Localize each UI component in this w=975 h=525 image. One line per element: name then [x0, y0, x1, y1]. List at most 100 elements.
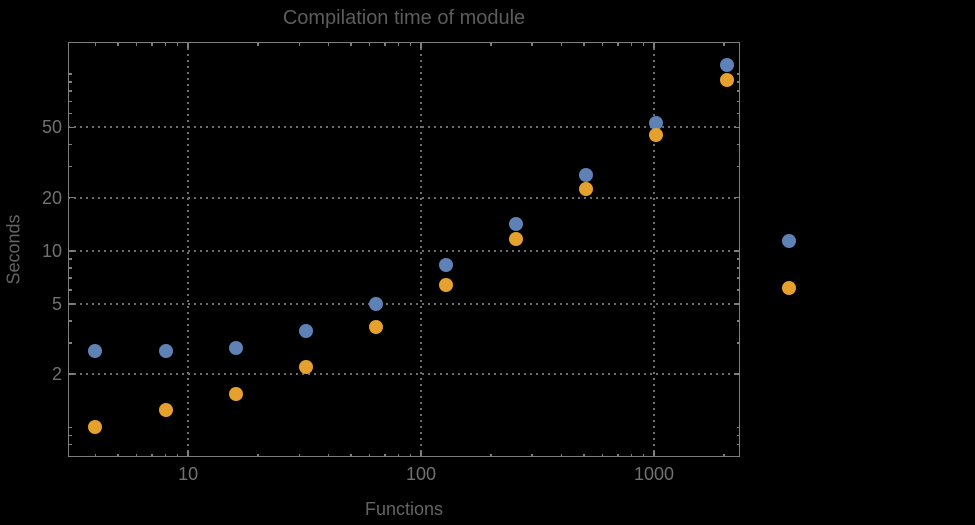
gridline-x-1000 — [652, 42, 655, 457]
x-tick-top — [187, 42, 189, 48]
y-tick-left — [68, 426, 72, 429]
data-point-blue-series-x4 — [88, 344, 103, 359]
x-tick-top — [164, 42, 167, 46]
y-tick-left — [68, 196, 74, 199]
y-tick-right — [734, 250, 740, 252]
x-tick-bottom — [164, 453, 167, 457]
x-tick-bottom — [350, 453, 352, 457]
gridline-y-2 — [68, 373, 740, 376]
x-tick-bottom — [151, 453, 153, 457]
y-tick-left — [68, 373, 74, 375]
x-tick-top — [350, 42, 352, 46]
x-tick-bottom — [135, 453, 138, 457]
data-point-orange-series-x64 — [368, 320, 383, 335]
x-tick-bottom — [601, 453, 604, 457]
data-point-blue-series-x16 — [228, 341, 243, 356]
y-tick-left — [68, 100, 72, 103]
x-tick-top — [368, 42, 371, 46]
y-tick-right — [736, 289, 740, 291]
y-tick-right — [736, 112, 740, 115]
y-tick-right — [736, 434, 740, 437]
x-tick-top — [384, 42, 386, 46]
y-tick-right — [734, 373, 740, 375]
y-axis-label: Seconds — [3, 214, 24, 285]
data-point-blue-series-x128 — [439, 258, 454, 273]
legend-marker-blue-series — [782, 234, 796, 248]
gridline-y-5 — [68, 302, 740, 305]
x-tick-label-10: 10 — [178, 464, 199, 484]
x-tick-top — [653, 42, 655, 48]
x-tick-bottom — [176, 453, 179, 457]
data-point-blue-series-x512 — [579, 168, 594, 183]
y-tick-left — [68, 277, 72, 279]
x-tick-bottom — [397, 453, 400, 457]
y-tick-right — [736, 81, 740, 83]
chart-title: Compilation time of module — [282, 7, 526, 29]
x-tick-bottom — [257, 453, 259, 457]
x-tick-top — [409, 42, 412, 46]
y-tick-left — [68, 90, 72, 92]
y-tick-left — [68, 250, 74, 252]
y-tick-left — [68, 443, 72, 446]
x-tick-bottom — [298, 453, 300, 457]
data-point-orange-series-x1024 — [649, 128, 664, 143]
data-point-orange-series-x16 — [228, 386, 243, 401]
x-tick-bottom — [384, 453, 386, 457]
x-tick-top — [94, 42, 97, 46]
y-tick-right — [736, 443, 740, 446]
x-tick-top — [397, 42, 400, 46]
data-point-orange-series-x4 — [88, 420, 103, 435]
y-tick-right — [736, 90, 740, 92]
y-tick-label-10: 10 — [41, 240, 62, 261]
x-tick-top — [117, 42, 119, 46]
y-tick-left — [68, 289, 72, 291]
gridline-x-10 — [187, 42, 190, 457]
y-tick-label-2: 2 — [51, 364, 62, 385]
y-tick-left — [68, 267, 72, 269]
x-tick-bottom — [368, 453, 371, 457]
x-tick-bottom — [642, 453, 645, 457]
x-tick-top — [531, 42, 533, 46]
gridline-y-50 — [68, 126, 740, 129]
x-tick-label-100: 100 — [406, 464, 437, 484]
x-tick-top — [642, 42, 645, 46]
y-tick-left — [68, 112, 72, 115]
x-tick-top — [135, 42, 138, 46]
y-tick-left — [68, 434, 72, 437]
data-point-orange-series-x256 — [509, 231, 524, 246]
gridline-y-20 — [68, 196, 740, 199]
y-tick-right — [736, 277, 740, 279]
y-tick-right — [734, 303, 740, 305]
gridline-x-100 — [420, 42, 423, 457]
x-tick-top — [298, 42, 300, 46]
x-tick-bottom — [327, 453, 330, 457]
x-tick-top — [560, 42, 563, 46]
data-point-orange-series-x2048 — [719, 72, 734, 87]
legend-marker-orange-series — [782, 281, 796, 295]
plot-frame — [68, 42, 740, 457]
x-tick-top — [327, 42, 330, 46]
y-tick-left — [68, 342, 72, 344]
x-tick-bottom — [560, 453, 563, 457]
data-point-blue-series-x1024 — [649, 115, 664, 130]
data-point-blue-series-x256 — [509, 216, 524, 231]
x-tick-bottom — [653, 451, 655, 457]
data-point-orange-series-x512 — [579, 181, 594, 196]
y-tick-right — [736, 320, 740, 322]
x-tick-top — [151, 42, 153, 46]
data-point-blue-series-x64 — [368, 296, 383, 311]
x-tick-bottom — [630, 453, 633, 457]
data-point-blue-series-x32 — [298, 324, 313, 339]
y-tick-right — [736, 73, 740, 75]
y-tick-left — [68, 165, 72, 168]
x-tick-bottom — [187, 451, 189, 457]
x-tick-top — [723, 42, 725, 46]
y-tick-left — [68, 320, 72, 322]
y-tick-left — [68, 258, 72, 260]
y-tick-right — [736, 143, 740, 146]
x-tick-top — [420, 42, 422, 48]
gridline-y-10 — [68, 249, 740, 252]
y-tick-label-20: 20 — [41, 187, 62, 208]
x-tick-bottom — [723, 453, 725, 457]
y-tick-left — [68, 126, 74, 129]
